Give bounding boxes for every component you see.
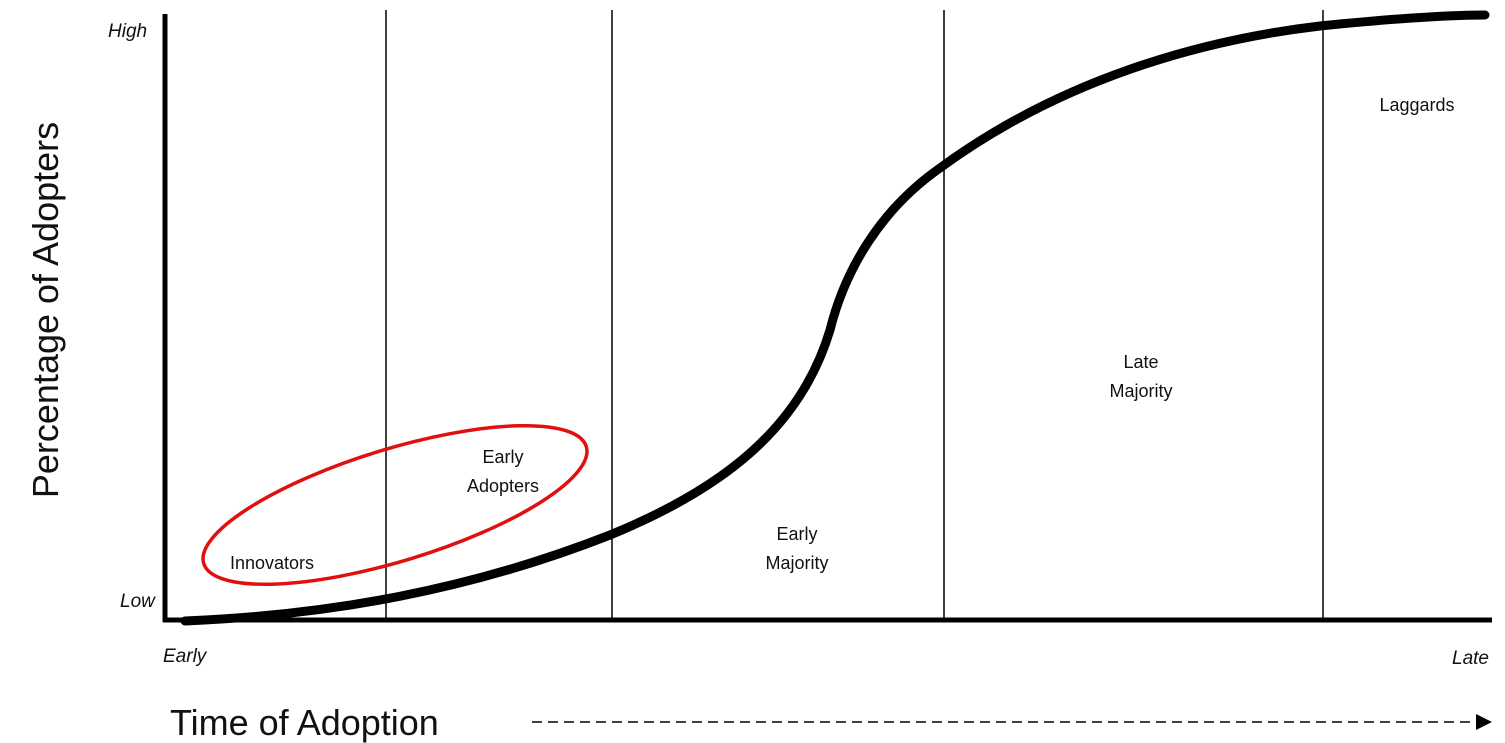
y-low-label: Low <box>120 591 156 612</box>
time-arrow-head <box>1476 714 1492 730</box>
adoption-curve <box>180 10 1490 626</box>
segment-label: Early <box>776 524 817 544</box>
x-early-label: Early <box>163 646 208 667</box>
segment-label: Adopters <box>467 476 539 496</box>
segment-labels: Innovators Early Adopters Early Majority Late… <box>230 95 1455 573</box>
segment-label: Majority <box>1109 381 1172 401</box>
highlight-ellipse <box>201 423 589 587</box>
segment-label: Laggards <box>1379 95 1454 115</box>
segment-label: Late <box>1123 352 1158 372</box>
segment-dividers <box>385 10 1324 620</box>
segment-label: Early <box>482 447 523 467</box>
x-axis-title: Time of Adoption <box>170 702 439 743</box>
y-high-label: High <box>108 21 147 42</box>
y-axis-title: Percentage of Adopters <box>25 122 66 498</box>
segment-label: Innovators <box>230 553 314 573</box>
segment-label: Majority <box>765 553 828 573</box>
x-late-label: Late <box>1452 648 1489 669</box>
